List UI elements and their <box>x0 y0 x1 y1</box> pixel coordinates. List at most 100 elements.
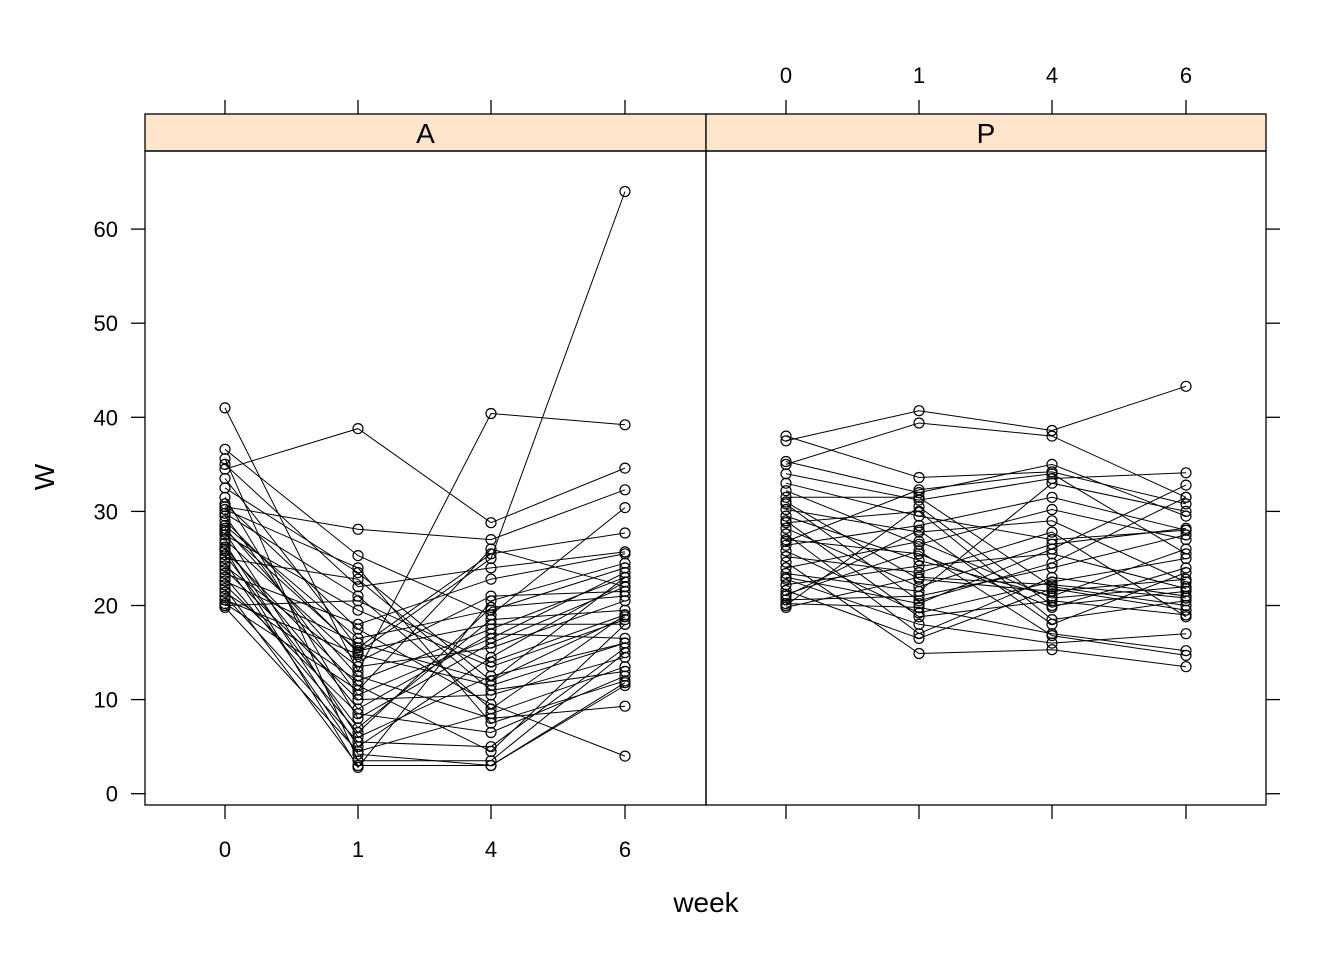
y-tick-label: 40 <box>94 405 118 430</box>
data-point <box>1046 424 1058 437</box>
y-tick-label: 0 <box>106 782 118 807</box>
data-point <box>1180 529 1192 541</box>
data-point <box>619 527 631 539</box>
series-line <box>224 584 626 734</box>
series-line <box>224 561 626 767</box>
series-line <box>224 407 626 673</box>
data-point <box>780 539 792 551</box>
data-point <box>619 590 631 602</box>
series-group <box>219 185 631 774</box>
strip-label: P <box>977 118 996 149</box>
series-line <box>224 548 626 691</box>
series-line <box>785 603 1187 652</box>
data-point <box>1180 592 1192 604</box>
y-axis-title: W <box>29 463 60 490</box>
strip-label: A <box>416 118 435 149</box>
data-point <box>219 571 231 583</box>
data-point <box>485 407 497 420</box>
data-point <box>485 726 497 739</box>
series-line <box>785 422 1187 498</box>
data-point <box>780 556 792 568</box>
series-line <box>224 595 626 748</box>
data-point <box>780 496 792 508</box>
data-point <box>219 564 231 576</box>
y-tick-label: 20 <box>94 594 118 619</box>
series-line <box>785 472 1187 501</box>
data-point <box>780 599 792 612</box>
data-point <box>619 462 631 474</box>
x-axis-title: week <box>672 887 739 918</box>
data-point <box>485 708 497 720</box>
data-point <box>352 748 364 760</box>
data-point <box>619 700 631 712</box>
data-point <box>1180 548 1192 560</box>
data-point <box>219 498 231 510</box>
series-line <box>785 561 1187 668</box>
data-point <box>1180 649 1192 662</box>
series-line <box>224 580 626 682</box>
data-point <box>219 537 231 550</box>
data-point <box>219 524 231 536</box>
data-point <box>619 642 631 654</box>
series-line <box>224 428 626 524</box>
data-point <box>913 632 925 645</box>
data-point <box>219 491 231 503</box>
x-tick-label: 4 <box>485 837 497 862</box>
panel-frame <box>705 150 1267 806</box>
series-line <box>224 553 626 625</box>
data-point <box>485 741 497 753</box>
series-line <box>785 501 1187 592</box>
series-line <box>224 487 626 682</box>
data-point <box>219 556 231 568</box>
data-point <box>352 761 364 774</box>
data-point <box>780 567 792 580</box>
data-point <box>913 647 925 660</box>
panel-P: P <box>705 113 1267 806</box>
data-point <box>780 562 792 574</box>
series-line <box>224 515 626 696</box>
y-tick-label: 50 <box>94 311 118 336</box>
data-point <box>1046 595 1058 607</box>
data-point <box>913 590 925 602</box>
data-point <box>219 482 231 494</box>
series-line <box>224 558 626 691</box>
data-point <box>352 562 364 574</box>
data-point <box>219 402 231 414</box>
y-tick-label: 60 <box>94 217 118 242</box>
data-point <box>780 458 792 470</box>
data-point <box>1046 582 1058 595</box>
series-line <box>224 534 626 668</box>
series-line <box>785 482 1187 541</box>
data-point <box>352 661 364 673</box>
series-line <box>785 506 1187 607</box>
series-line <box>224 191 626 654</box>
data-point <box>1046 526 1058 538</box>
series-line <box>224 464 626 588</box>
data-point <box>352 618 364 630</box>
data-point <box>485 759 497 772</box>
data-point <box>619 581 631 593</box>
data-point <box>352 581 364 593</box>
data-point <box>780 522 792 534</box>
series-line <box>785 482 1187 592</box>
data-point <box>219 594 231 606</box>
data-point <box>780 503 792 516</box>
data-point <box>913 501 925 513</box>
data-point <box>352 423 364 435</box>
data-point <box>619 484 631 496</box>
data-point <box>913 524 925 536</box>
data-point <box>1046 430 1058 442</box>
data-point <box>1046 543 1058 555</box>
data-point <box>780 515 792 527</box>
data-point <box>780 535 792 548</box>
data-point <box>780 477 792 489</box>
data-point <box>780 455 792 468</box>
series-line <box>224 525 626 639</box>
data-point <box>619 185 631 198</box>
data-point <box>352 523 364 535</box>
series-line <box>785 553 1187 590</box>
data-point <box>1180 609 1192 621</box>
data-point <box>619 618 631 630</box>
data-point <box>352 637 364 649</box>
series-line <box>785 385 1187 442</box>
